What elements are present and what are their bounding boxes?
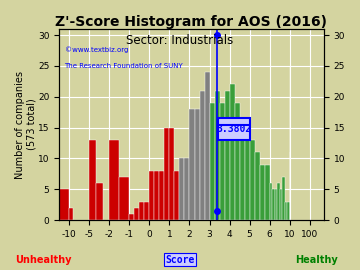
Bar: [210, 103, 215, 220]
Bar: [144, 202, 149, 220]
Bar: [260, 165, 265, 220]
Bar: [277, 183, 280, 220]
Bar: [165, 128, 170, 220]
Bar: [220, 103, 225, 220]
Bar: [119, 177, 129, 220]
Bar: [249, 140, 255, 220]
Bar: [199, 91, 204, 220]
Text: 3.3802: 3.3802: [217, 124, 252, 134]
Text: ©www.textbiz.org: ©www.textbiz.org: [64, 46, 128, 53]
Bar: [275, 189, 277, 220]
Bar: [184, 158, 189, 220]
FancyBboxPatch shape: [218, 118, 250, 140]
Bar: [175, 171, 180, 220]
Bar: [240, 134, 244, 220]
Bar: [180, 158, 184, 220]
Bar: [215, 91, 220, 220]
Bar: [230, 85, 235, 220]
Bar: [225, 91, 230, 220]
Bar: [244, 134, 249, 220]
Bar: [265, 165, 270, 220]
Bar: [255, 152, 260, 220]
Bar: [285, 202, 287, 220]
Bar: [134, 208, 139, 220]
Bar: [139, 202, 144, 220]
Bar: [204, 72, 210, 220]
Bar: [0, 189, 69, 220]
Bar: [280, 189, 282, 220]
Bar: [69, 208, 73, 220]
Y-axis label: Number of companies
(573 total): Number of companies (573 total): [15, 70, 37, 178]
Bar: [89, 140, 96, 220]
Text: Sector: Industrials: Sector: Industrials: [126, 34, 234, 47]
Text: Score: Score: [165, 255, 195, 265]
Bar: [194, 109, 199, 220]
Bar: [270, 183, 272, 220]
Bar: [154, 171, 159, 220]
Text: Healthy: Healthy: [296, 255, 338, 265]
Bar: [282, 177, 285, 220]
Bar: [109, 140, 119, 220]
Title: Z'-Score Histogram for AOS (2016): Z'-Score Histogram for AOS (2016): [55, 15, 328, 29]
Text: Unhealthy: Unhealthy: [15, 255, 71, 265]
Bar: [287, 202, 290, 220]
Bar: [129, 214, 134, 220]
Text: The Research Foundation of SUNY: The Research Foundation of SUNY: [64, 63, 183, 69]
Bar: [235, 103, 240, 220]
Bar: [189, 109, 194, 220]
Bar: [272, 189, 275, 220]
Bar: [159, 171, 165, 220]
Bar: [170, 128, 175, 220]
Bar: [96, 183, 103, 220]
Bar: [149, 171, 154, 220]
